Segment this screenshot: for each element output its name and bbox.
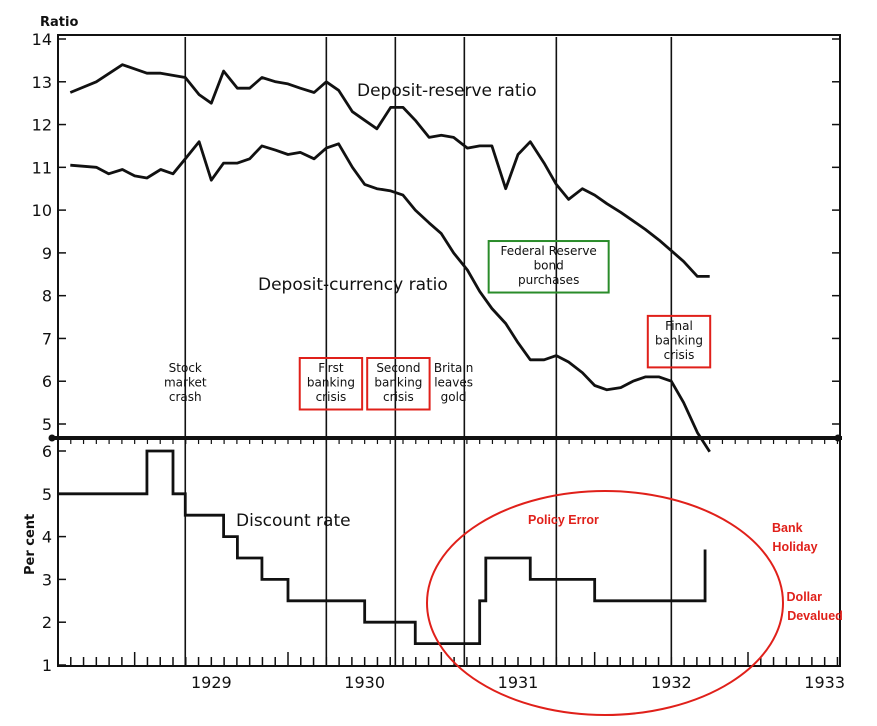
ratio-tick-label-6: 6 — [42, 372, 52, 391]
ratio-tick-label-9: 9 — [42, 244, 52, 263]
ratio-tick-label-8: 8 — [42, 287, 52, 306]
annotation-5-line-2: crisis — [664, 348, 695, 362]
percent-axis: 6 5 4 3 2 1 — [42, 442, 66, 675]
ratio-tick-label-7: 7 — [42, 329, 52, 348]
dollar-devalued-line-2: Devalued — [787, 609, 843, 623]
year-label-1932: 1932 — [651, 673, 692, 692]
annotation-0-line-0: Stock — [169, 361, 202, 375]
percent-tick-label-3: 3 — [42, 570, 52, 589]
percent-tick-label-6: 6 — [42, 442, 52, 461]
annotation-3-line-1: leaves — [434, 376, 473, 390]
annotation-2-line-1: banking — [374, 376, 422, 390]
annotation-3-line-2: gold — [441, 390, 467, 404]
bank-holiday-label: Bank Holiday — [772, 521, 818, 554]
dollar-devalued-line-1: Dollar — [787, 590, 823, 604]
ratio-tick-label-11: 11 — [32, 158, 52, 177]
ratio-axis-title: Ratio — [40, 15, 78, 30]
percent-tick-label-1: 1 — [42, 656, 52, 675]
ratio-tick-label-5: 5 — [42, 415, 52, 434]
annotation-2-line-0: Second — [376, 361, 420, 375]
plot-frame — [57, 34, 841, 667]
annotations-group: StockmarketcrashFirstbankingcrisisSecond… — [164, 240, 712, 411]
policy-error-label: Policy Error — [528, 513, 599, 527]
bank-holiday-line-2: Holiday — [772, 540, 817, 554]
percent-axis-title: Per cent — [23, 514, 38, 575]
annotation-3-line-0: Britain — [434, 361, 474, 375]
annotation-4-line-0: Federal Reserve — [501, 244, 597, 258]
discount-rate-label: Discount rate — [236, 511, 351, 531]
year-axis: 1929 1930 1931 1932 1933 — [57, 438, 845, 692]
policy-error-ellipse — [426, 490, 784, 716]
annotation-1-line-2: crisis — [316, 390, 347, 404]
event-lines — [184, 37, 673, 665]
annotation-1-line-1: banking — [307, 376, 355, 390]
discount-rate-line — [58, 449, 707, 645]
ratio-tick-label-12: 12 — [32, 116, 52, 135]
annotation-5-line-0: Final — [665, 319, 693, 333]
series-line-0 — [69, 63, 710, 278]
ratio-tick-label-14: 14 — [32, 30, 52, 49]
series-line-1 — [70, 140, 711, 453]
ratio-tick-label-10: 10 — [32, 201, 52, 220]
annotation-1-line-0: First — [318, 361, 344, 375]
annotation-5-box — [646, 314, 712, 369]
deposit-reserve-label: Deposit-reserve ratio — [357, 81, 537, 101]
annotation-0-line-2: crash — [169, 390, 202, 404]
annotation-5-line-1: banking — [655, 333, 703, 347]
annotation-4-line-1: bond — [534, 259, 564, 273]
panel-divider-end-left — [48, 434, 56, 442]
percent-tick-label-5: 5 — [42, 485, 52, 504]
percent-tick-label-2: 2 — [42, 613, 52, 632]
year-label-1931: 1931 — [498, 673, 539, 692]
deposit-currency-label: Deposit-currency ratio — [258, 275, 448, 295]
dollar-devalued-label: Dollar Devalued — [787, 590, 843, 623]
ratio-axis: 14 13 12 11 10 9 8 7 6 5 — [32, 30, 840, 434]
ratio-tick-label-13: 13 — [32, 73, 52, 92]
annotation-4-box — [487, 240, 610, 294]
annotation-4-line-2: purchases — [518, 273, 579, 287]
year-label-1930: 1930 — [344, 673, 385, 692]
percent-tick-label-4: 4 — [42, 528, 52, 547]
bank-holiday-line-1: Bank — [772, 521, 803, 535]
annotation-2-box — [366, 357, 431, 411]
year-label-1933: 1933 — [804, 673, 845, 692]
annotation-1-box — [298, 357, 364, 411]
annotation-0-line-1: market — [164, 376, 207, 390]
series-group — [58, 63, 711, 645]
annotation-2-line-2: crisis — [383, 390, 414, 404]
year-label-1929: 1929 — [191, 673, 232, 692]
